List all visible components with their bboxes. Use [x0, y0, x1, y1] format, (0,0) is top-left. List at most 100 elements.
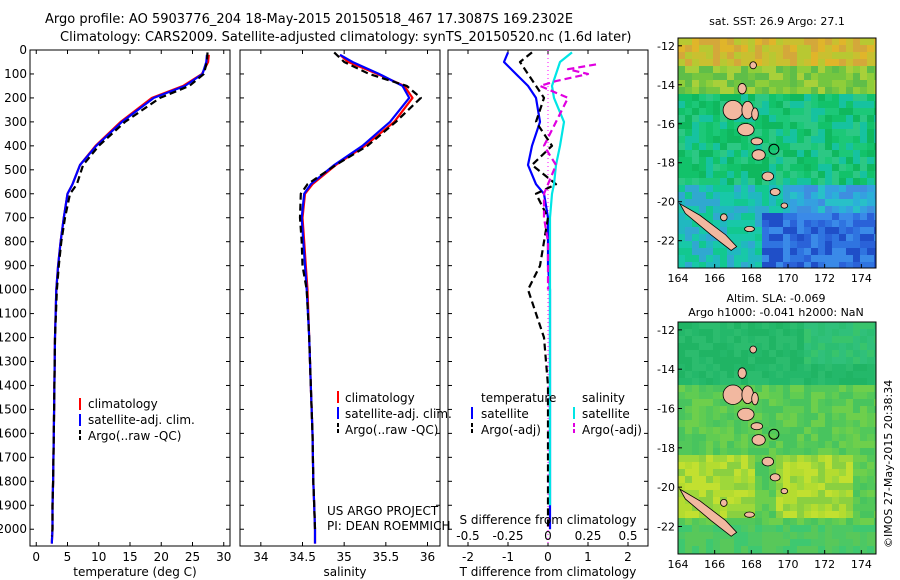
map-cell — [755, 392, 762, 399]
y-tick-label: -18 — [657, 442, 675, 455]
map-cell — [706, 143, 713, 150]
map-cell — [699, 427, 706, 434]
map-cell — [797, 441, 804, 448]
map-cell — [811, 227, 818, 234]
map-cell — [818, 441, 825, 448]
map-cell — [853, 469, 860, 476]
map-cell — [853, 87, 860, 94]
map-cell — [692, 434, 699, 441]
map-cell — [790, 80, 797, 87]
map-cell — [867, 220, 874, 227]
map-cell — [867, 45, 874, 52]
map-cell — [832, 322, 839, 329]
map-cell — [769, 129, 776, 136]
map-cell — [839, 143, 846, 150]
map-cell — [797, 483, 804, 490]
map-cell — [720, 462, 727, 469]
map-cell — [874, 546, 876, 553]
map-cell — [713, 94, 720, 101]
map-cell — [783, 336, 790, 343]
island — [722, 384, 744, 405]
map-cell — [874, 164, 876, 171]
map-cell — [811, 241, 818, 248]
map-cell — [734, 546, 741, 553]
map-cell — [713, 73, 720, 80]
legend-salinity-satellite: satellite — [582, 407, 630, 421]
map-cell — [748, 150, 755, 157]
map-cell — [867, 59, 874, 66]
map-cell — [860, 234, 867, 241]
map-cell — [818, 350, 825, 357]
map-cell — [874, 129, 876, 136]
map-cell — [776, 227, 783, 234]
y-tick-label: -22 — [657, 235, 675, 248]
salinity-legend: climatology satellite-adj. clim. Argo(..… — [337, 391, 452, 437]
map-cell — [846, 199, 853, 206]
map-cell — [832, 329, 839, 336]
map-cell — [846, 157, 853, 164]
map-cell — [692, 115, 699, 122]
map-cell — [811, 108, 818, 115]
map-cell — [839, 213, 846, 220]
map-cell — [678, 122, 685, 129]
map-cell — [874, 38, 876, 45]
map-cell — [741, 539, 748, 546]
map-cell — [874, 108, 876, 115]
map-cell — [769, 546, 776, 553]
map-cell — [832, 427, 839, 434]
map-cell — [706, 164, 713, 171]
map-cell — [741, 441, 748, 448]
map-cell — [762, 122, 769, 129]
island — [761, 171, 775, 182]
map-cell — [790, 234, 797, 241]
map-cell — [755, 462, 762, 469]
map-cell — [678, 322, 685, 329]
map-cell — [755, 399, 762, 406]
map-cell — [839, 45, 846, 52]
y-tick-label: 1200 — [0, 331, 27, 345]
map-cell — [720, 122, 727, 129]
map-cell — [832, 234, 839, 241]
map-cell — [797, 546, 804, 553]
map-cell — [783, 371, 790, 378]
legend-satellite: satellite-adj. clim. — [345, 407, 452, 421]
map-cell — [699, 129, 706, 136]
map-cell — [748, 52, 755, 59]
map-cell — [692, 518, 699, 525]
map-cell — [755, 171, 762, 178]
map-cell — [804, 108, 811, 115]
y-tick-label: 1500 — [0, 402, 27, 416]
map-cell — [832, 350, 839, 357]
map-cell — [874, 59, 876, 66]
map-cell — [783, 483, 790, 490]
map-cell — [713, 427, 720, 434]
map-cell — [811, 385, 818, 392]
map-cell — [713, 248, 720, 255]
map-cell — [713, 392, 720, 399]
island — [737, 367, 747, 379]
map-cell — [818, 59, 825, 66]
map-cell — [720, 80, 727, 87]
map-cell — [678, 59, 685, 66]
map-cell — [839, 101, 846, 108]
map-cell — [846, 185, 853, 192]
map-cell — [706, 434, 713, 441]
map-cell — [839, 434, 846, 441]
map-cell — [713, 87, 720, 94]
map-cell — [783, 178, 790, 185]
map-cell — [811, 490, 818, 497]
map-cell — [713, 59, 720, 66]
map-cell — [678, 441, 685, 448]
map-cell — [846, 511, 853, 518]
map-cell — [832, 357, 839, 364]
map-cell — [860, 518, 867, 525]
map-cell — [874, 511, 876, 518]
map-cell — [783, 101, 790, 108]
map-cell — [811, 343, 818, 350]
map-cell — [720, 199, 727, 206]
map-cell — [825, 357, 832, 364]
map-cell — [846, 483, 853, 490]
map-cell — [678, 350, 685, 357]
island — [751, 392, 759, 406]
map-cell — [727, 45, 734, 52]
